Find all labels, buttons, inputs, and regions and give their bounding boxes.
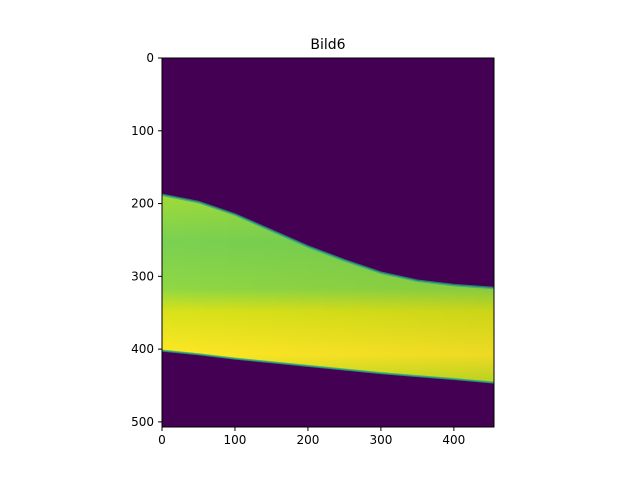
y-tick-label: 200: [131, 197, 154, 211]
x-axis: 0 100 200 300 400: [158, 427, 465, 447]
region-lower-edge: [161, 349, 495, 384]
x-tick-label: 300: [369, 433, 392, 447]
x-tick-label: 200: [296, 433, 319, 447]
y-tick-label: 0: [146, 51, 154, 65]
plot-area: [161, 57, 495, 428]
region-upper-edge: [161, 193, 495, 290]
y-axis: 0 100 200 300 400 500: [131, 51, 162, 429]
x-tick-label: 0: [158, 433, 166, 447]
heatmap-region-shade: [162, 194, 494, 383]
y-tick-label: 100: [131, 124, 154, 138]
axes-frame: [161, 57, 495, 428]
y-tick-label: 300: [131, 269, 154, 283]
y-tick-label: 400: [131, 342, 154, 356]
x-tick-label: 100: [224, 433, 247, 447]
chart-title: Bild6: [310, 37, 345, 53]
y-tick-label: 500: [131, 415, 154, 429]
x-tick-label: 400: [442, 433, 465, 447]
